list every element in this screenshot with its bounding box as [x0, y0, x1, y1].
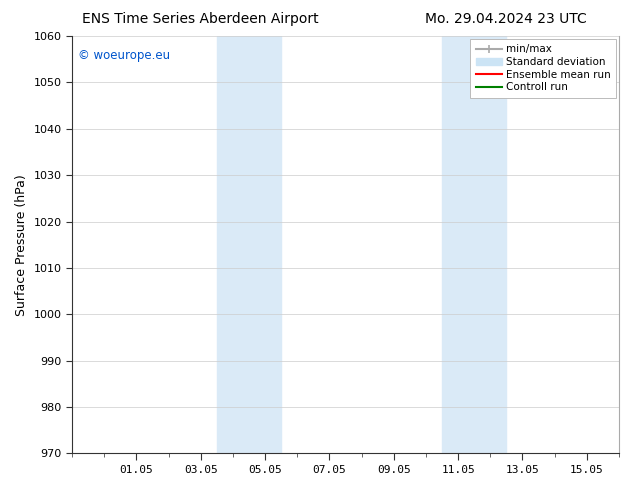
Bar: [217, 36, 281, 453]
Bar: [442, 36, 507, 453]
Text: ENS Time Series Aberdeen Airport: ENS Time Series Aberdeen Airport: [82, 12, 319, 26]
Y-axis label: Surface Pressure (hPa): Surface Pressure (hPa): [15, 174, 28, 316]
Legend: min/max, Standard deviation, Ensemble mean run, Controll run: min/max, Standard deviation, Ensemble me…: [470, 39, 616, 98]
Text: © woeurope.eu: © woeurope.eu: [77, 49, 170, 62]
Text: Mo. 29.04.2024 23 UTC: Mo. 29.04.2024 23 UTC: [425, 12, 586, 26]
